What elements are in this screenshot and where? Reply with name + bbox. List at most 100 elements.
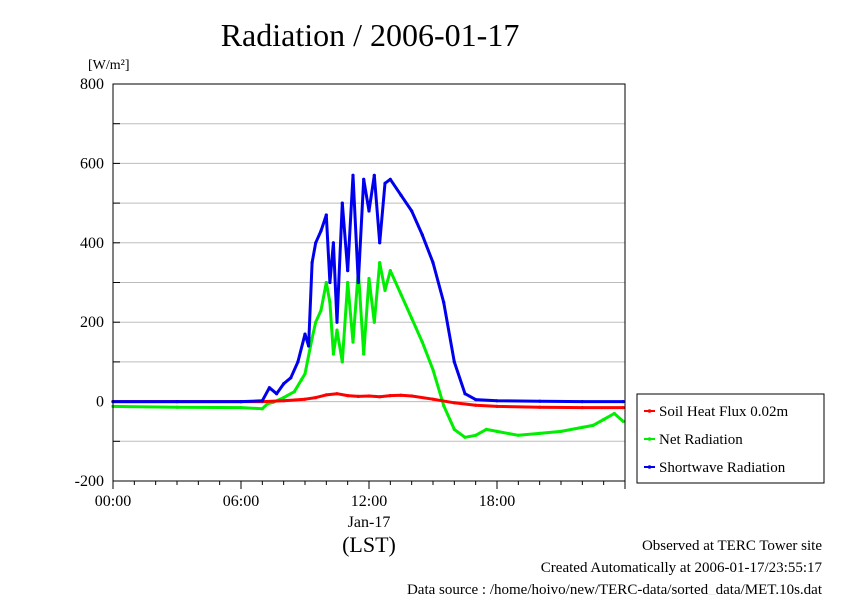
data-point — [239, 400, 243, 404]
data-point — [495, 399, 499, 403]
data-point — [474, 398, 478, 402]
data-point — [340, 201, 344, 205]
data-point — [431, 261, 435, 265]
data-point — [591, 423, 595, 427]
data-point — [442, 300, 446, 304]
data-point — [399, 193, 403, 197]
data-point — [420, 233, 424, 237]
data-point — [331, 352, 335, 356]
data-point — [621, 419, 625, 423]
data-point — [324, 280, 328, 285]
data-point — [383, 181, 387, 185]
y-tick-label: -200 — [75, 473, 104, 490]
data-point — [378, 395, 382, 399]
series-layer — [111, 173, 625, 439]
data-point — [260, 407, 264, 411]
footer-line-1: Observed at TERC Tower site — [642, 538, 822, 554]
data-point — [399, 393, 403, 397]
data-point — [399, 292, 403, 296]
data-point — [367, 394, 371, 398]
data-point — [328, 280, 332, 285]
data-point — [383, 288, 387, 292]
legend-label: Shortwave Radiation — [659, 460, 786, 476]
data-point — [442, 404, 446, 408]
y-tick-label: 800 — [80, 76, 104, 93]
data-point — [378, 241, 382, 245]
chart-title: Radiation / 2006-01-17 — [221, 17, 520, 53]
data-point — [324, 213, 328, 217]
data-point — [346, 394, 350, 398]
data-point — [372, 173, 376, 177]
data-point — [319, 308, 323, 312]
data-point — [351, 340, 355, 344]
legend-marker — [647, 409, 652, 413]
data-point — [335, 392, 339, 396]
data-point — [310, 261, 314, 265]
y-tick-label: 600 — [80, 155, 104, 172]
data-point — [340, 360, 344, 364]
data-point — [602, 417, 606, 422]
data-point — [388, 394, 392, 398]
data-point — [495, 429, 499, 433]
data-point — [175, 405, 179, 409]
y-tick-label: 200 — [80, 314, 104, 331]
data-point — [335, 320, 339, 324]
y-axis: -200 0 200 400 600 800 — [75, 76, 120, 490]
legend-label: Net Radiation — [659, 432, 743, 448]
legend-marker — [647, 465, 652, 469]
data-point — [538, 431, 542, 435]
footer-line-2: Created Automatically at 2006-01-17/23:5… — [541, 560, 823, 576]
data-point — [275, 392, 279, 396]
data-point — [367, 209, 371, 213]
data-point — [495, 404, 499, 408]
legend-items: Soil Heat Flux 0.02m Net Radiation Shortwa… — [644, 404, 789, 476]
data-point — [612, 411, 616, 416]
data-point — [303, 397, 307, 401]
x-tick-label: 12:00 — [351, 493, 387, 510]
y-tick-label: 400 — [80, 235, 104, 252]
data-point — [175, 400, 179, 404]
x-axis: 00:00 06:00 12:00 18:00 — [95, 481, 626, 510]
x-tick-label: 06:00 — [223, 493, 259, 510]
data-point — [431, 397, 435, 401]
data-point — [314, 241, 318, 245]
data-point — [388, 177, 392, 181]
data-point — [299, 378, 303, 382]
y-tick-label: 0 — [96, 394, 104, 411]
data-point — [346, 280, 350, 285]
data-point — [484, 427, 488, 431]
data-point — [538, 399, 542, 403]
data-point — [356, 280, 360, 285]
data-point — [282, 382, 286, 386]
data-point — [314, 396, 318, 400]
data-point — [621, 406, 625, 410]
legend-label: Soil Heat Flux 0.02m — [659, 404, 789, 420]
data-point — [319, 229, 323, 233]
data-point — [516, 433, 520, 437]
data-point — [351, 173, 355, 177]
data-point — [372, 320, 376, 324]
x-tick-label: 18:00 — [479, 493, 515, 510]
data-point — [307, 344, 311, 348]
data-point — [362, 177, 366, 181]
data-point — [310, 336, 314, 340]
x-tick-label: 00:00 — [95, 493, 131, 510]
data-point — [292, 390, 296, 394]
data-point — [410, 316, 414, 320]
data-point — [580, 425, 584, 429]
data-point — [580, 400, 584, 404]
data-point — [621, 400, 625, 404]
x-date-label: Jan-17 — [348, 514, 391, 531]
data-point — [452, 427, 456, 431]
legend-marker — [647, 437, 652, 441]
data-point — [331, 241, 335, 245]
data-point — [452, 360, 456, 364]
data-point — [559, 429, 563, 433]
y-axis-unit-label: [W/m²] — [88, 58, 130, 73]
data-point — [260, 399, 264, 403]
data-point — [474, 403, 478, 407]
data-point — [420, 340, 424, 344]
legend-box — [636, 393, 825, 484]
data-point — [580, 406, 584, 410]
